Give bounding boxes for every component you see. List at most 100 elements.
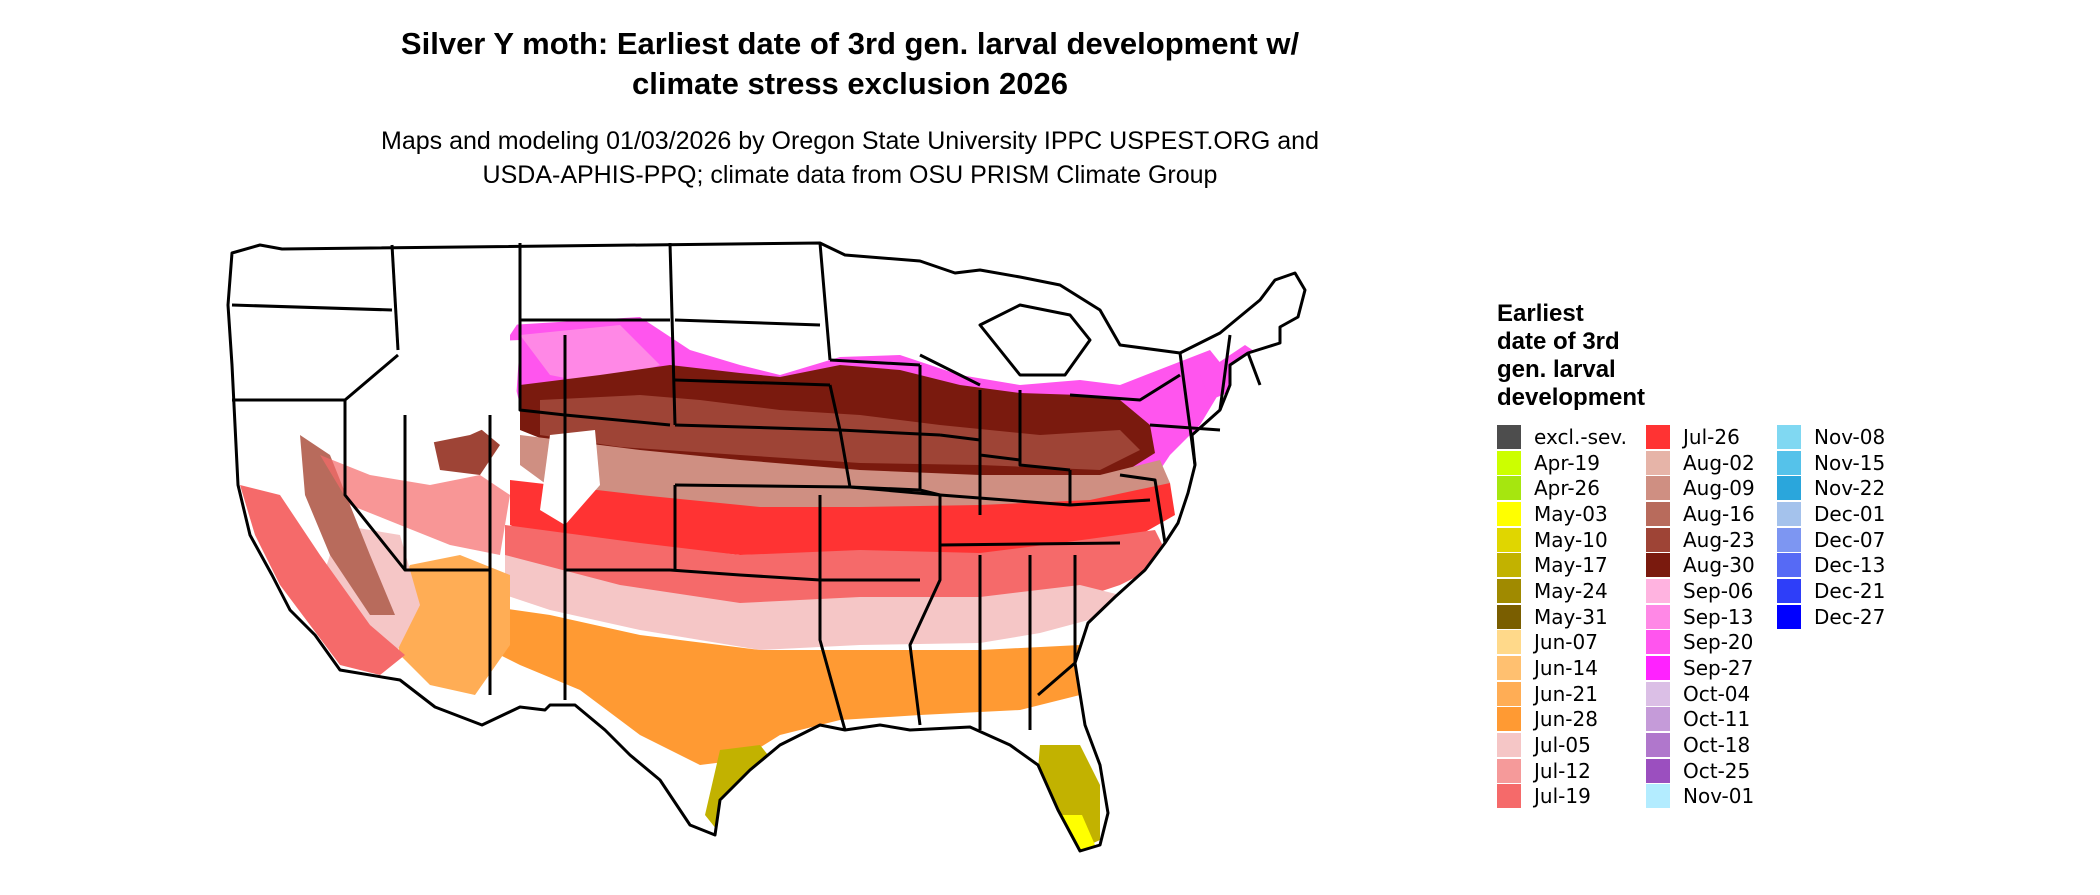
legend-swatch: [1497, 630, 1521, 655]
legend-item: Sep-06: [1646, 578, 1755, 604]
legend-swatch: [1497, 707, 1521, 732]
legend-label: May-31: [1534, 604, 1608, 629]
map-title: Silver Y moth: Earliest date of 3rd gen.…: [300, 24, 1400, 104]
legend-swatch: [1497, 578, 1521, 603]
legend-swatch: [1646, 553, 1670, 578]
legend-swatch: [1777, 450, 1801, 475]
legend-label: Nov-15: [1814, 450, 1886, 475]
legend-item: Sep-27: [1646, 655, 1755, 681]
legend-swatch: [1497, 424, 1521, 449]
legend-item: Dec-21: [1777, 578, 1885, 604]
legend-label: Dec-21: [1814, 578, 1886, 603]
legend-swatch: [1646, 604, 1670, 629]
legend-item: Sep-20: [1646, 630, 1755, 656]
legend-item: Dec-07: [1777, 527, 1885, 553]
legend-swatch: [1497, 553, 1521, 578]
legend-item: Jun-28: [1497, 707, 1627, 733]
legend-title-line: gen. larval: [1497, 356, 1616, 383]
legend-swatch: [1497, 733, 1521, 758]
legend-column-1: excl.-sev. Apr-19 Apr-26 May-03 May-10 May-17…: [1497, 424, 1627, 809]
legend-item: Oct-25: [1646, 758, 1755, 784]
map-title-line-1: Silver Y moth: Earliest date of 3rd gen.…: [400, 26, 1300, 61]
legend-swatch: [1497, 604, 1521, 629]
legend-label: Jun-28: [1534, 707, 1598, 732]
legend-label: Jul-19: [1534, 784, 1591, 809]
legend-item: Aug-16: [1646, 501, 1755, 527]
legend-label: Jun-07: [1534, 630, 1598, 655]
legend-label: Jul-26: [1683, 424, 1740, 449]
legend-label: Oct-11: [1683, 707, 1751, 732]
legend-item: May-10: [1497, 527, 1627, 553]
legend-label: Apr-19: [1534, 450, 1600, 475]
legend-label: Sep-06: [1683, 578, 1754, 603]
legend-item: Nov-08: [1777, 424, 1885, 450]
legend-swatch: [1497, 501, 1521, 526]
legend-item: Jul-26: [1646, 424, 1755, 450]
legend-label: May-17: [1534, 553, 1608, 578]
legend-swatch: [1497, 527, 1521, 552]
legend-label: Oct-04: [1683, 681, 1751, 706]
legend-label: excl.-sev.: [1534, 424, 1627, 449]
legend-swatch: [1646, 681, 1670, 706]
legend-swatch: [1646, 501, 1670, 526]
legend-item: Nov-01: [1646, 784, 1755, 810]
legend-swatch: [1777, 604, 1801, 629]
map-title-line-2: climate stress exclusion 2026: [632, 66, 1068, 101]
legend-column-2: Jul-26 Aug-02 Aug-09 Aug-16 Aug-23 Aug-30 Sep-…: [1646, 424, 1755, 809]
legend-swatch: [1646, 733, 1670, 758]
map-subtitle-line-2: USDA-APHIS-PPQ; climate data from OSU PR…: [482, 161, 1218, 189]
legend-label: Sep-13: [1683, 604, 1754, 629]
legend-swatch: [1777, 553, 1801, 578]
legend-label: Oct-25: [1683, 758, 1751, 783]
legend-title-line: Earliest: [1497, 300, 1584, 327]
legend-label: May-10: [1534, 527, 1608, 552]
legend-swatch: [1646, 656, 1670, 681]
legend-swatch: [1777, 424, 1801, 449]
legend-label: Aug-23: [1683, 527, 1755, 552]
legend-item: Jul-12: [1497, 758, 1627, 784]
legend-swatch: [1497, 784, 1521, 809]
legend-label: Dec-27: [1814, 604, 1886, 629]
legend-item: Aug-09: [1646, 475, 1755, 501]
legend-label: May-24: [1534, 578, 1608, 603]
legend-label: Sep-20: [1683, 630, 1754, 655]
legend-item: Apr-19: [1497, 450, 1627, 476]
legend-label: Dec-01: [1814, 501, 1886, 526]
legend-label: Nov-08: [1814, 424, 1886, 449]
legend-item: Oct-11: [1646, 707, 1755, 733]
legend-item: excl.-sev.: [1497, 424, 1627, 450]
map-subtitle: Maps and modeling 01/03/2026 by Oregon S…: [250, 124, 1450, 192]
legend-swatch: [1646, 758, 1670, 783]
legend-label: Sep-27: [1683, 656, 1754, 681]
map-subtitle-line-1: Maps and modeling 01/03/2026 by Oregon S…: [381, 127, 1319, 155]
legend-item: Aug-23: [1646, 527, 1755, 553]
legend-swatch: [1497, 681, 1521, 706]
legend-item: Jul-19: [1497, 784, 1627, 810]
legend-swatch: [1646, 784, 1670, 809]
legend-swatch: [1497, 656, 1521, 681]
legend-label: Dec-13: [1814, 553, 1886, 578]
legend-label: Jun-21: [1534, 681, 1598, 706]
legend-item: May-31: [1497, 604, 1627, 630]
legend-swatch: [1646, 424, 1670, 449]
legend-item: Sep-13: [1646, 604, 1755, 630]
legend-swatch: [1646, 578, 1670, 603]
legend-label: Jun-14: [1534, 656, 1598, 681]
legend-swatch: [1497, 476, 1521, 501]
legend-label: Aug-02: [1683, 450, 1755, 475]
legend-swatch: [1777, 501, 1801, 526]
legend-item: Dec-01: [1777, 501, 1885, 527]
legend-item: Apr-26: [1497, 475, 1627, 501]
legend-item: Aug-30: [1646, 552, 1755, 578]
legend-item: May-03: [1497, 501, 1627, 527]
legend-swatch: [1646, 707, 1670, 732]
legend-label: Nov-01: [1683, 784, 1755, 809]
legend-item: May-17: [1497, 552, 1627, 578]
legend-item: Aug-02: [1646, 450, 1755, 476]
legend-item: Nov-15: [1777, 450, 1885, 476]
legend-item: Oct-18: [1646, 732, 1755, 758]
legend-swatch: [1646, 630, 1670, 655]
legend-item: Nov-22: [1777, 475, 1885, 501]
legend-label: Nov-22: [1814, 476, 1886, 501]
legend-item: Dec-13: [1777, 552, 1885, 578]
